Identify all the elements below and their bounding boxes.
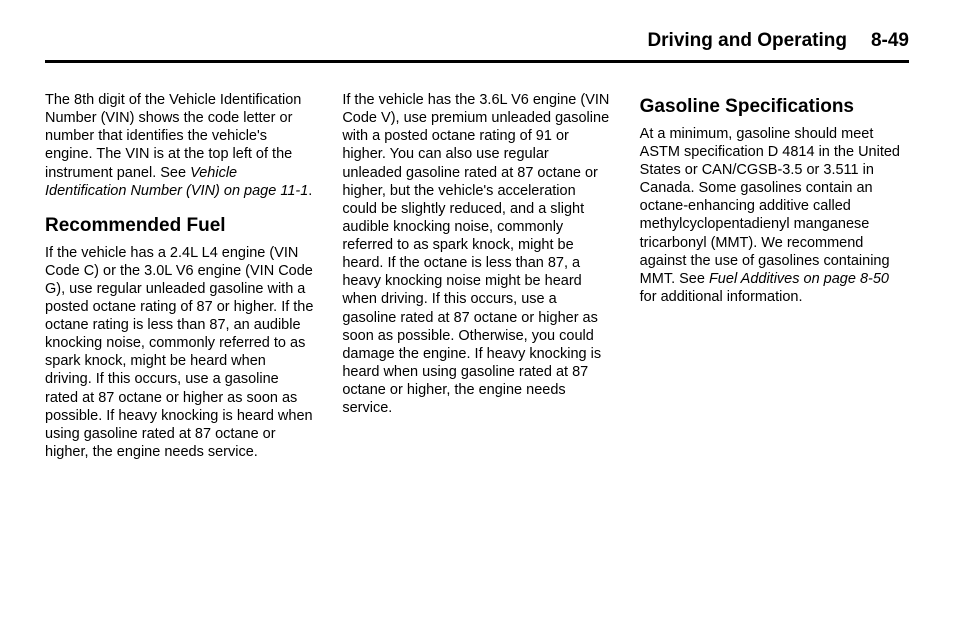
body-text: for additional information. bbox=[640, 289, 803, 305]
column-3: Gasoline Specifications At a minimum, ga… bbox=[640, 91, 909, 475]
body-text: If the vehicle has the 3.6L V6 engine (V… bbox=[342, 92, 609, 416]
heading-recommended-fuel: Recommended Fuel bbox=[45, 214, 314, 238]
section-title: Driving and Operating bbox=[647, 30, 847, 52]
page-header: Driving and Operating 8-49 bbox=[45, 30, 909, 63]
body-text: If the vehicle has a 2.4L L4 engine (VIN… bbox=[45, 245, 313, 460]
body-text: At a minimum, gasoline should meet ASTM … bbox=[640, 126, 900, 287]
body-text: The 8th digit of the Vehicle Identificat… bbox=[45, 92, 301, 181]
content-columns: The 8th digit of the Vehicle Identificat… bbox=[45, 91, 909, 475]
cross-reference: Fuel Additives on page 8-50 bbox=[709, 271, 889, 287]
heading-gasoline-specs: Gasoline Specifications bbox=[640, 95, 909, 119]
body-text: . bbox=[308, 183, 312, 199]
page-number: 8-49 bbox=[871, 30, 909, 52]
column-2: If the vehicle has the 3.6L V6 engine (V… bbox=[342, 91, 611, 475]
column-1: The 8th digit of the Vehicle Identificat… bbox=[45, 91, 314, 475]
recommended-fuel-paragraph: If the vehicle has a 2.4L L4 engine (VIN… bbox=[45, 244, 314, 462]
premium-fuel-paragraph: If the vehicle has the 3.6L V6 engine (V… bbox=[342, 91, 611, 417]
vin-intro-paragraph: The 8th digit of the Vehicle Identificat… bbox=[45, 91, 314, 200]
gasoline-specs-paragraph: At a minimum, gasoline should meet ASTM … bbox=[640, 125, 909, 306]
